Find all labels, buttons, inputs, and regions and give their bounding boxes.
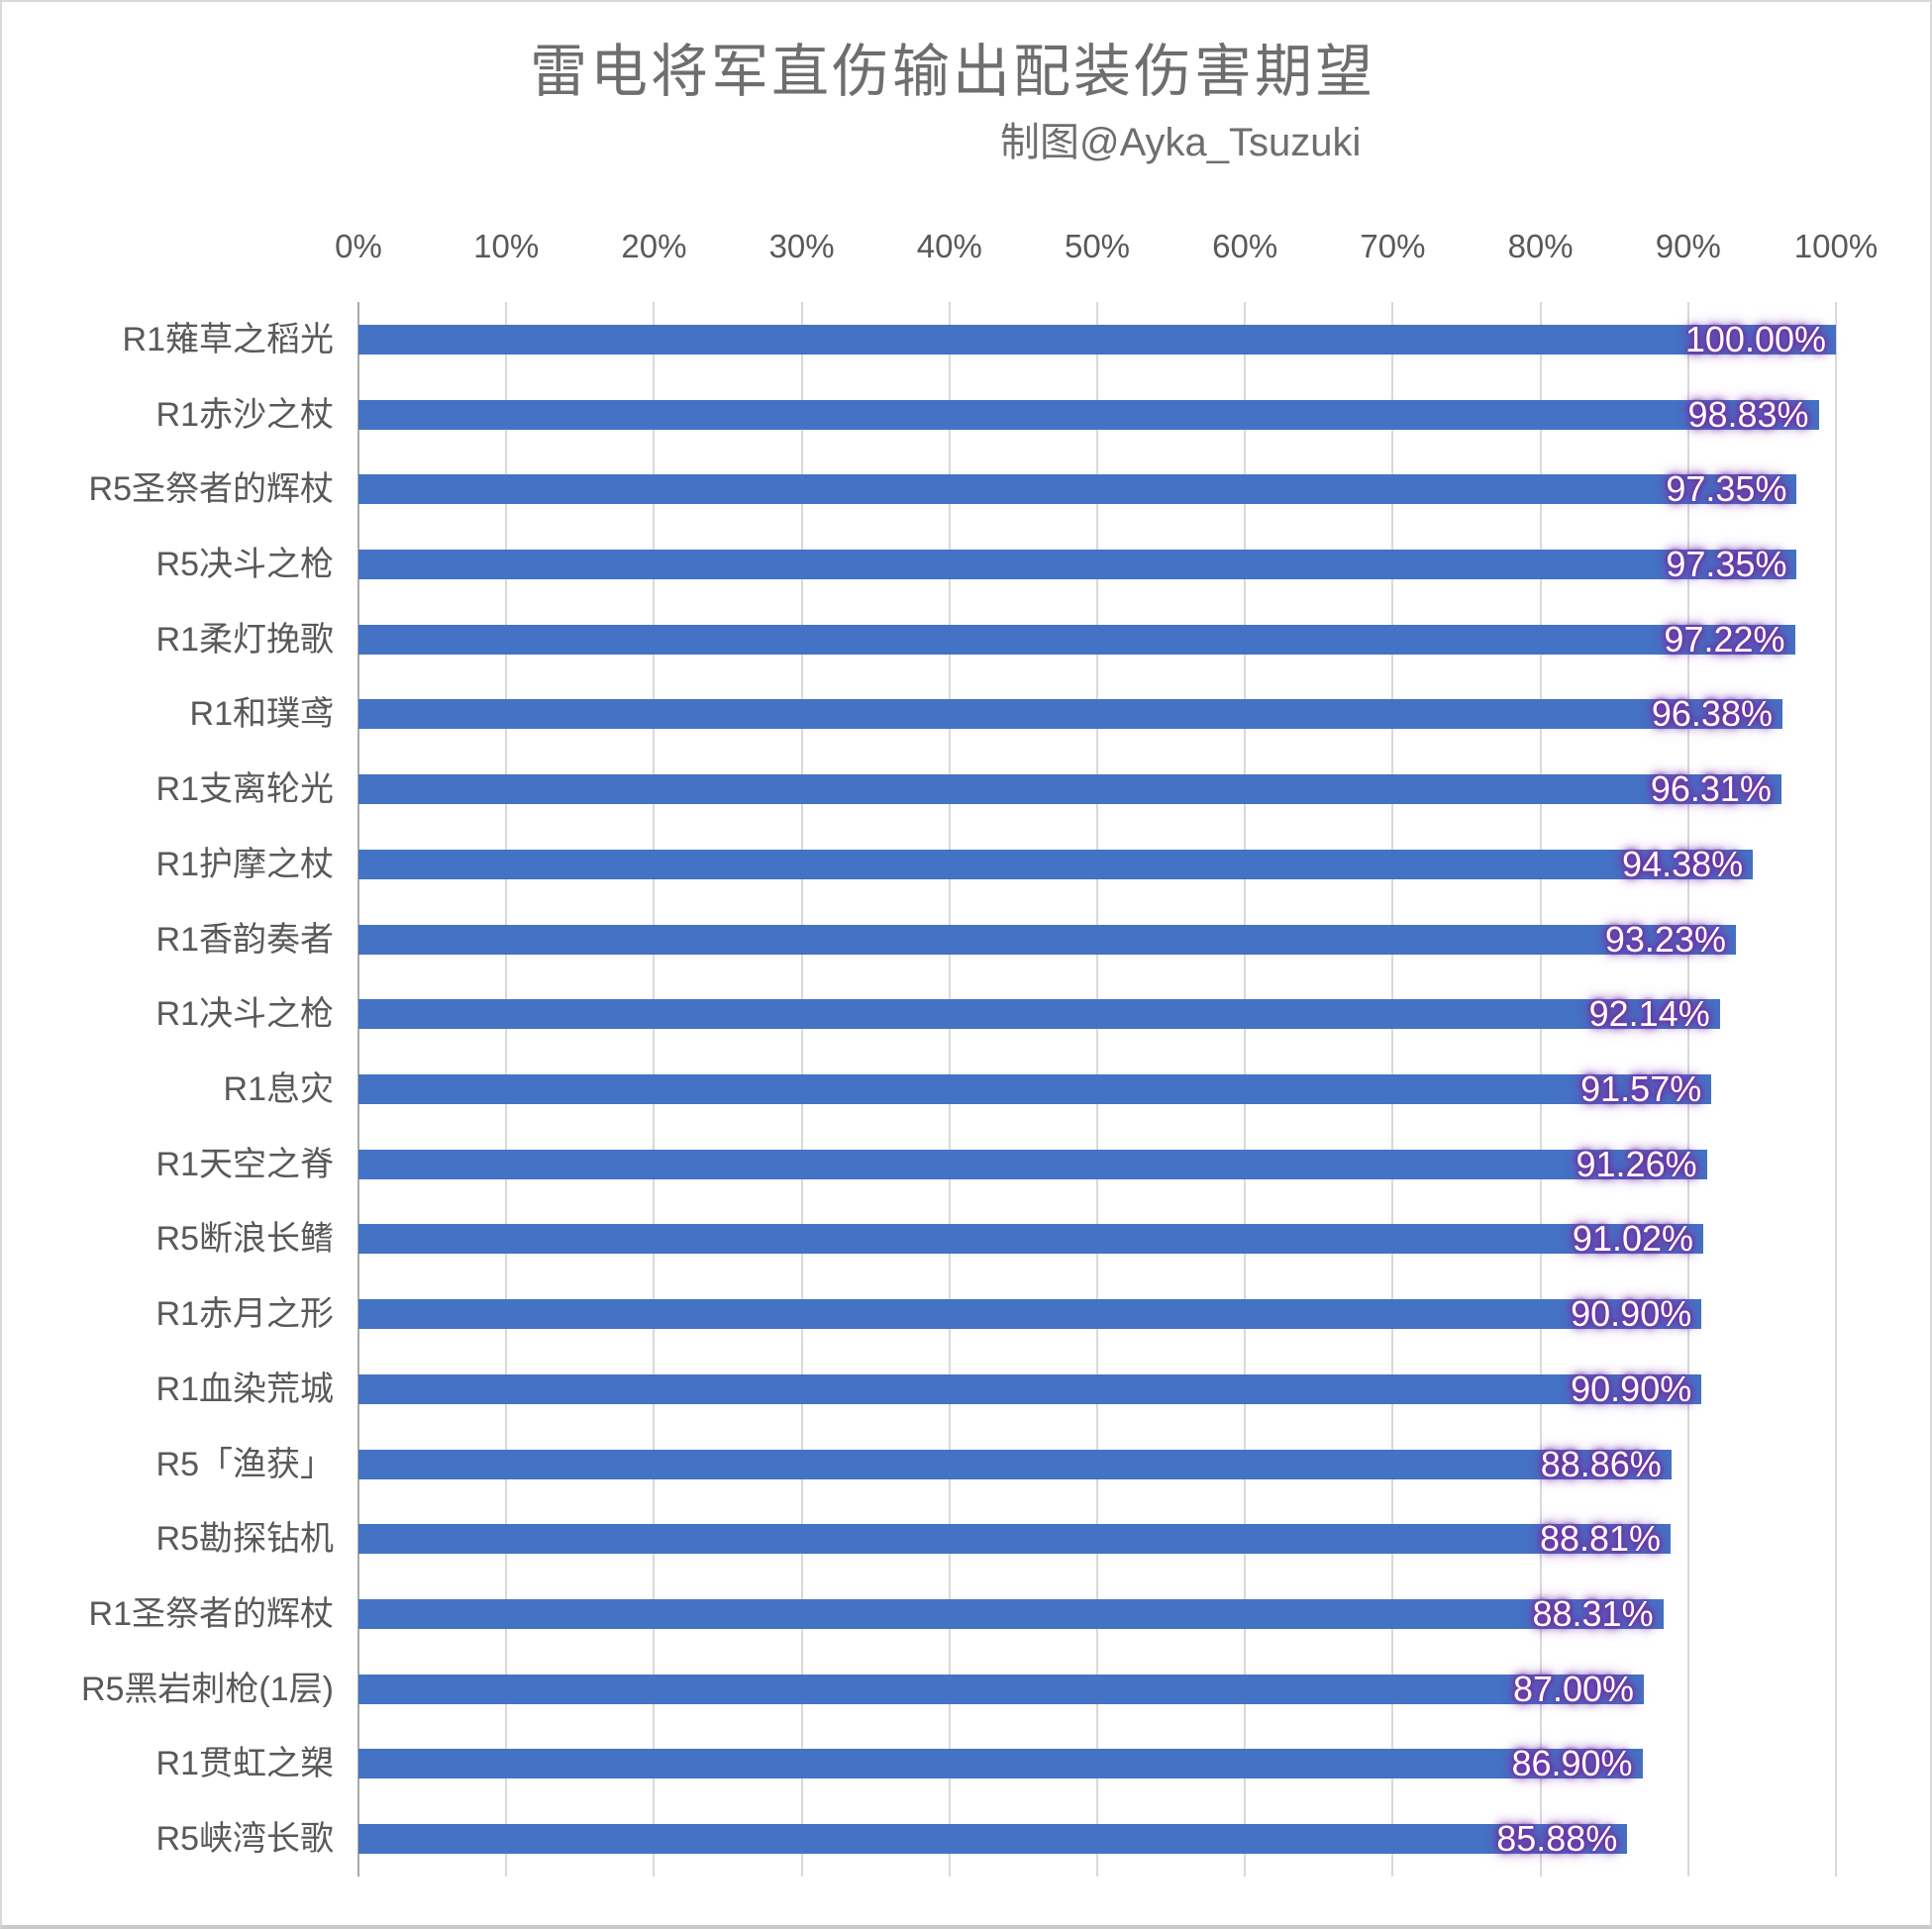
value-label: 98.83% [1687,393,1809,435]
value-label: 94.38% [1622,843,1744,884]
category-label: R1赤沙之杖 [155,395,334,434]
bar [358,1749,1643,1779]
x-axis-tick-label: 30% [768,228,835,264]
x-axis-tick-label: 20% [621,228,687,264]
bar [358,699,1782,730]
bar [358,1824,1628,1855]
x-axis-tick-label: 50% [1064,228,1131,264]
category-label: R1赤月之形 [155,1295,334,1334]
value-label: 88.86% [1540,1443,1662,1484]
bar [358,399,1819,430]
bar [358,324,1836,355]
category-label: R1血染荒城 [155,1370,334,1408]
value-label: 97.22% [1664,618,1785,660]
value-label: 91.57% [1580,1068,1702,1109]
plot-area: 100.00% 98.83% 97.35% 97.35% 97.22% 96.38% 96.… [357,302,1837,1877]
value-label: 85.88% [1496,1818,1618,1860]
bar [358,1224,1704,1255]
bar [358,1074,1712,1104]
category-label: R5「渔获」 [155,1445,334,1483]
category-label: R5勘探钻机 [155,1520,334,1559]
value-label: 91.26% [1576,1143,1697,1184]
value-label: 86.90% [1511,1743,1633,1784]
value-label: 96.31% [1650,768,1772,810]
category-label: R5断浪长鳍 [155,1220,334,1259]
bar [358,849,1754,879]
value-label: 97.35% [1666,468,1787,510]
value-label: 91.02% [1572,1218,1694,1260]
bar [358,999,1720,1030]
bar [358,1524,1672,1555]
bar [358,1373,1702,1404]
value-label: 96.38% [1651,693,1773,735]
value-label: 88.31% [1532,1593,1654,1634]
category-label: R1和璞鸢 [189,695,334,734]
x-axis-tick-label: 70% [1360,228,1426,264]
bar [358,1149,1707,1179]
category-label: R1贯虹之槊 [155,1745,334,1783]
category-label: R1天空之脊 [155,1145,334,1183]
x-axis-tick-label: 80% [1507,228,1574,264]
bar [358,1599,1664,1629]
bar [358,1674,1645,1704]
value-label: 87.00% [1512,1668,1635,1709]
x-axis-tick-label: 90% [1655,228,1721,264]
category-label: R1护摩之杖 [155,845,334,883]
category-label: R1薙草之稻光 [122,320,334,358]
category-label: R1决斗之枪 [155,995,334,1034]
x-axis-tick-label: 10% [473,228,540,264]
value-label: 100.00% [1684,318,1826,359]
value-label: 97.35% [1666,544,1787,584]
bar [358,924,1736,955]
category-label: R1支离轮光 [155,770,334,809]
category-label: R1香韵奏者 [155,920,334,959]
category-label: R1圣祭者的辉杖 [88,1595,334,1633]
value-label: 90.90% [1571,1368,1692,1409]
category-label: R5黑岩刺枪(1层) [80,1670,334,1708]
x-axis-tick-label: 60% [1212,228,1278,264]
category-label: R1息灾 [223,1070,334,1108]
value-label: 92.14% [1588,993,1710,1035]
bar [358,474,1797,505]
chart-title: 雷电将军直伤输出配装伤害期望 [529,40,1375,104]
value-label: 93.23% [1604,918,1726,960]
category-label: R5峡湾长歌 [155,1820,334,1859]
bar [358,774,1781,805]
bar [358,550,1797,579]
x-axis-tick-label: 100% [1793,228,1879,264]
chart-subtitle: 制图@Ayka_Tsuzuki [1000,121,1362,164]
category-label: R5圣祭者的辉杖 [88,470,334,509]
bar [358,624,1795,655]
value-label: 88.81% [1539,1518,1662,1560]
x-axis-tick-label: 0% [335,228,382,264]
gridline [1835,302,1837,1877]
bar [358,1449,1672,1479]
category-label: R1柔灯挽歌 [155,620,334,659]
bar [358,1299,1702,1330]
category-label: R5决斗之枪 [155,546,334,583]
x-axis-tick-label: 40% [916,228,982,264]
value-label: 90.90% [1571,1293,1692,1335]
